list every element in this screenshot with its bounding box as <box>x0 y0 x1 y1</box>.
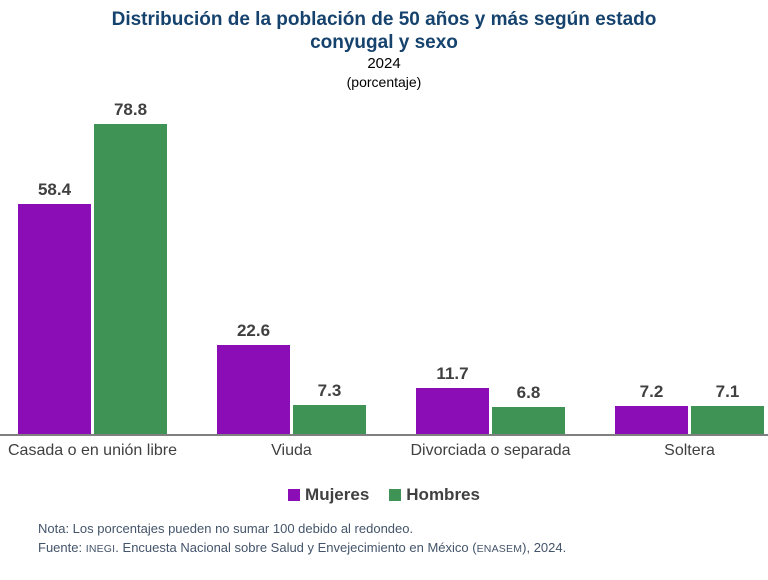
inegi-acronym: INEGI <box>85 542 116 555</box>
plot-area: 58.4 78.8 22.6 7.3 11.7 6.8 7.2 7.1 <box>0 90 768 437</box>
bar-mujeres <box>18 204 91 435</box>
bar-mujeres <box>416 388 489 435</box>
bar-column: 6.8 <box>492 383 565 435</box>
bar-column: 11.7 <box>416 364 489 435</box>
enasem-acronym: ENASEM <box>476 542 523 555</box>
bar-column: 7.2 <box>615 382 688 435</box>
value-label: 22.6 <box>236 321 271 341</box>
legend-label-hombres: Hombres <box>406 485 480 505</box>
category-label: Viuda <box>271 442 312 460</box>
bar-group: 7.2 7.1 <box>615 382 764 435</box>
category-label: Casada o en unión libre <box>8 442 178 460</box>
value-label: 6.8 <box>516 383 541 403</box>
chart-unit-label: (porcentaje) <box>346 74 422 91</box>
footnotes: Nota: Los porcentajes pueden no sumar 10… <box>38 520 768 557</box>
legend: Mujeres Hombres <box>0 485 768 505</box>
note-line: Nota: Los porcentajes pueden no sumar 10… <box>38 521 414 537</box>
category-label: Soltera <box>664 442 715 460</box>
legend-item-mujeres: Mujeres <box>288 485 369 505</box>
source-line: Fuente: INEGI. Encuesta Nacional sobre S… <box>38 539 567 555</box>
bar-hombres <box>94 124 167 435</box>
hombres-swatch-icon <box>389 489 402 502</box>
bar-group: 58.4 78.8 <box>18 100 167 435</box>
bar-hombres <box>691 406 764 435</box>
value-label: 11.7 <box>436 364 469 384</box>
bar-group: 22.6 7.3 <box>217 321 366 435</box>
bar-mujeres <box>217 345 290 435</box>
bar-hombres <box>293 405 366 435</box>
value-label: 7.3 <box>317 381 342 401</box>
mujeres-swatch-icon <box>288 489 301 502</box>
bar-column: 58.4 <box>18 180 91 435</box>
page-title: Distribución de la población de 50 años … <box>111 9 657 54</box>
value-label: 78.8 <box>113 100 148 120</box>
bar-column: 22.6 <box>217 321 290 435</box>
bar-mujeres <box>615 406 688 435</box>
value-label: 7.1 <box>715 382 740 402</box>
value-label: 7.2 <box>639 382 664 402</box>
bar-hombres <box>492 407 565 435</box>
chart-year: 2024 <box>367 55 401 73</box>
bar-group: 11.7 6.8 <box>416 364 565 435</box>
bar-column: 78.8 <box>94 100 167 435</box>
category-label: Divorciada o separada <box>410 442 571 460</box>
category-axis: Casada o en unión libre Viuda Divorciada o… <box>0 442 768 460</box>
legend-label-mujeres: Mujeres <box>305 485 370 505</box>
value-label: 58.4 <box>37 180 72 200</box>
legend-item-hombres: Hombres <box>389 485 480 505</box>
bar-column: 7.1 <box>691 382 764 435</box>
bar-column: 7.3 <box>293 381 366 435</box>
